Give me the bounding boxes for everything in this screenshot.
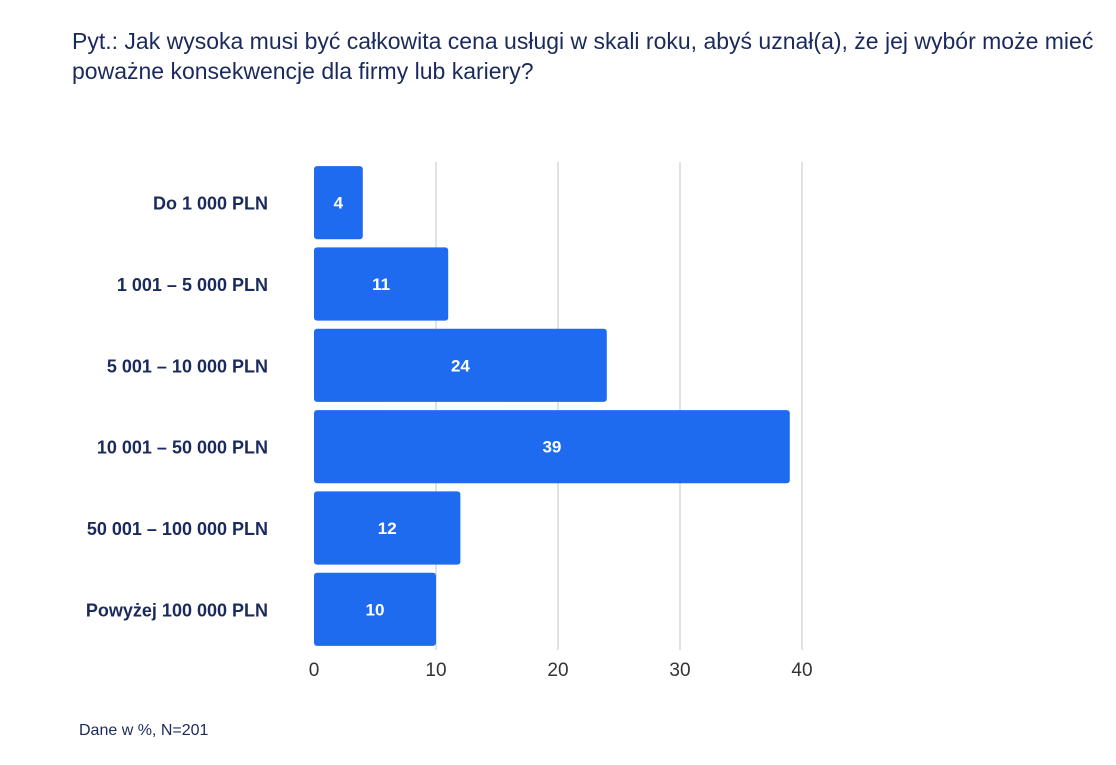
chart-title-line-2: poważne konsekwencje dla firmy lub karie… (72, 58, 534, 84)
category-label: 1 001 – 5 000 PLN (117, 275, 268, 295)
category-label: 5 001 – 10 000 PLN (107, 356, 268, 376)
bars: 4 11 24 39 12 10 (314, 166, 790, 646)
category-label: Powyżej 100 000 PLN (86, 600, 268, 620)
x-tick-label: 20 (547, 660, 568, 681)
bar (314, 166, 363, 240)
bar (314, 328, 607, 402)
category-label: Do 1 000 PLN (153, 194, 268, 214)
bar-value-label: 12 (378, 519, 397, 538)
bar-value-label: 4 (334, 194, 344, 213)
bar-value-label: 24 (451, 356, 470, 375)
footnote: Dane w %, N=201 (79, 722, 209, 739)
bar-value-label: 10 (366, 600, 385, 619)
category-labels: Do 1 000 PLN 1 001 – 5 000 PLN 5 001 – 10 … (86, 194, 268, 621)
bar (314, 410, 790, 484)
bar (314, 247, 449, 321)
x-tick-label: 40 (791, 660, 812, 681)
grid-lines (435, 162, 803, 650)
bar (314, 491, 461, 565)
category-label: 10 001 – 50 000 PLN (97, 438, 268, 458)
chart-title-line-1: Pyt.: Jak wysoka musi być całkowita cena… (72, 28, 1094, 54)
x-tick-label: 30 (669, 660, 690, 681)
bar-value-label: 11 (372, 275, 390, 294)
category-label: 50 001 – 100 000 PLN (87, 519, 268, 539)
x-axis-ticks: 0 10 20 30 40 (309, 660, 813, 681)
bar (314, 572, 436, 646)
x-tick-label: 0 (309, 660, 320, 681)
bar-value-label: 39 (542, 438, 561, 457)
chart-title: Pyt.: Jak wysoka musi być całkowita cena… (72, 26, 1102, 86)
x-tick-label: 10 (425, 660, 446, 681)
